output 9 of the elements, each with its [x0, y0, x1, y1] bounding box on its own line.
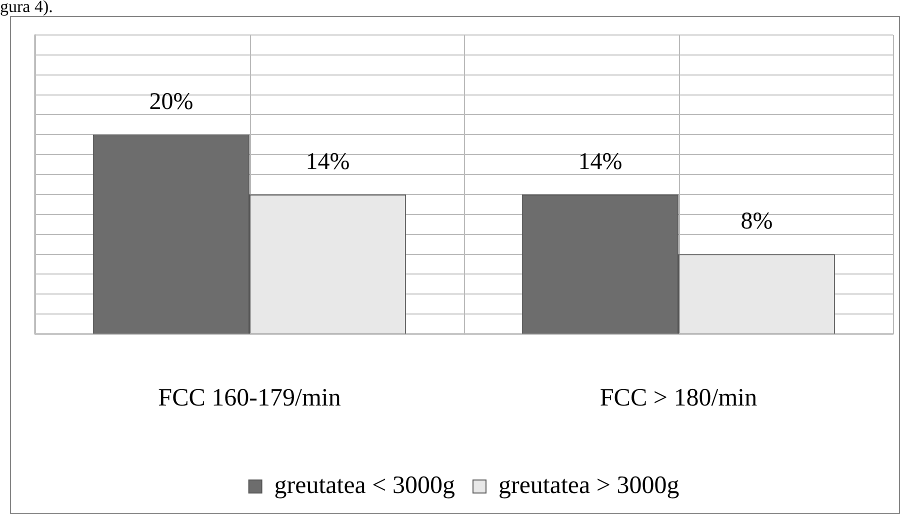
- data-label: 14%: [306, 148, 350, 175]
- text: gura 4).: [0, 0, 53, 16]
- data-label: 8%: [740, 208, 773, 235]
- x-tick-label: FCC 160-179/min: [158, 384, 342, 412]
- data-label: 14%: [578, 148, 622, 175]
- data-label: 20%: [149, 88, 194, 115]
- legend-label: greutatea < 3000g: [274, 472, 456, 500]
- legend-label: greutatea > 3000g: [498, 472, 680, 500]
- x-tick-label: FCC > 180/min: [600, 384, 758, 412]
